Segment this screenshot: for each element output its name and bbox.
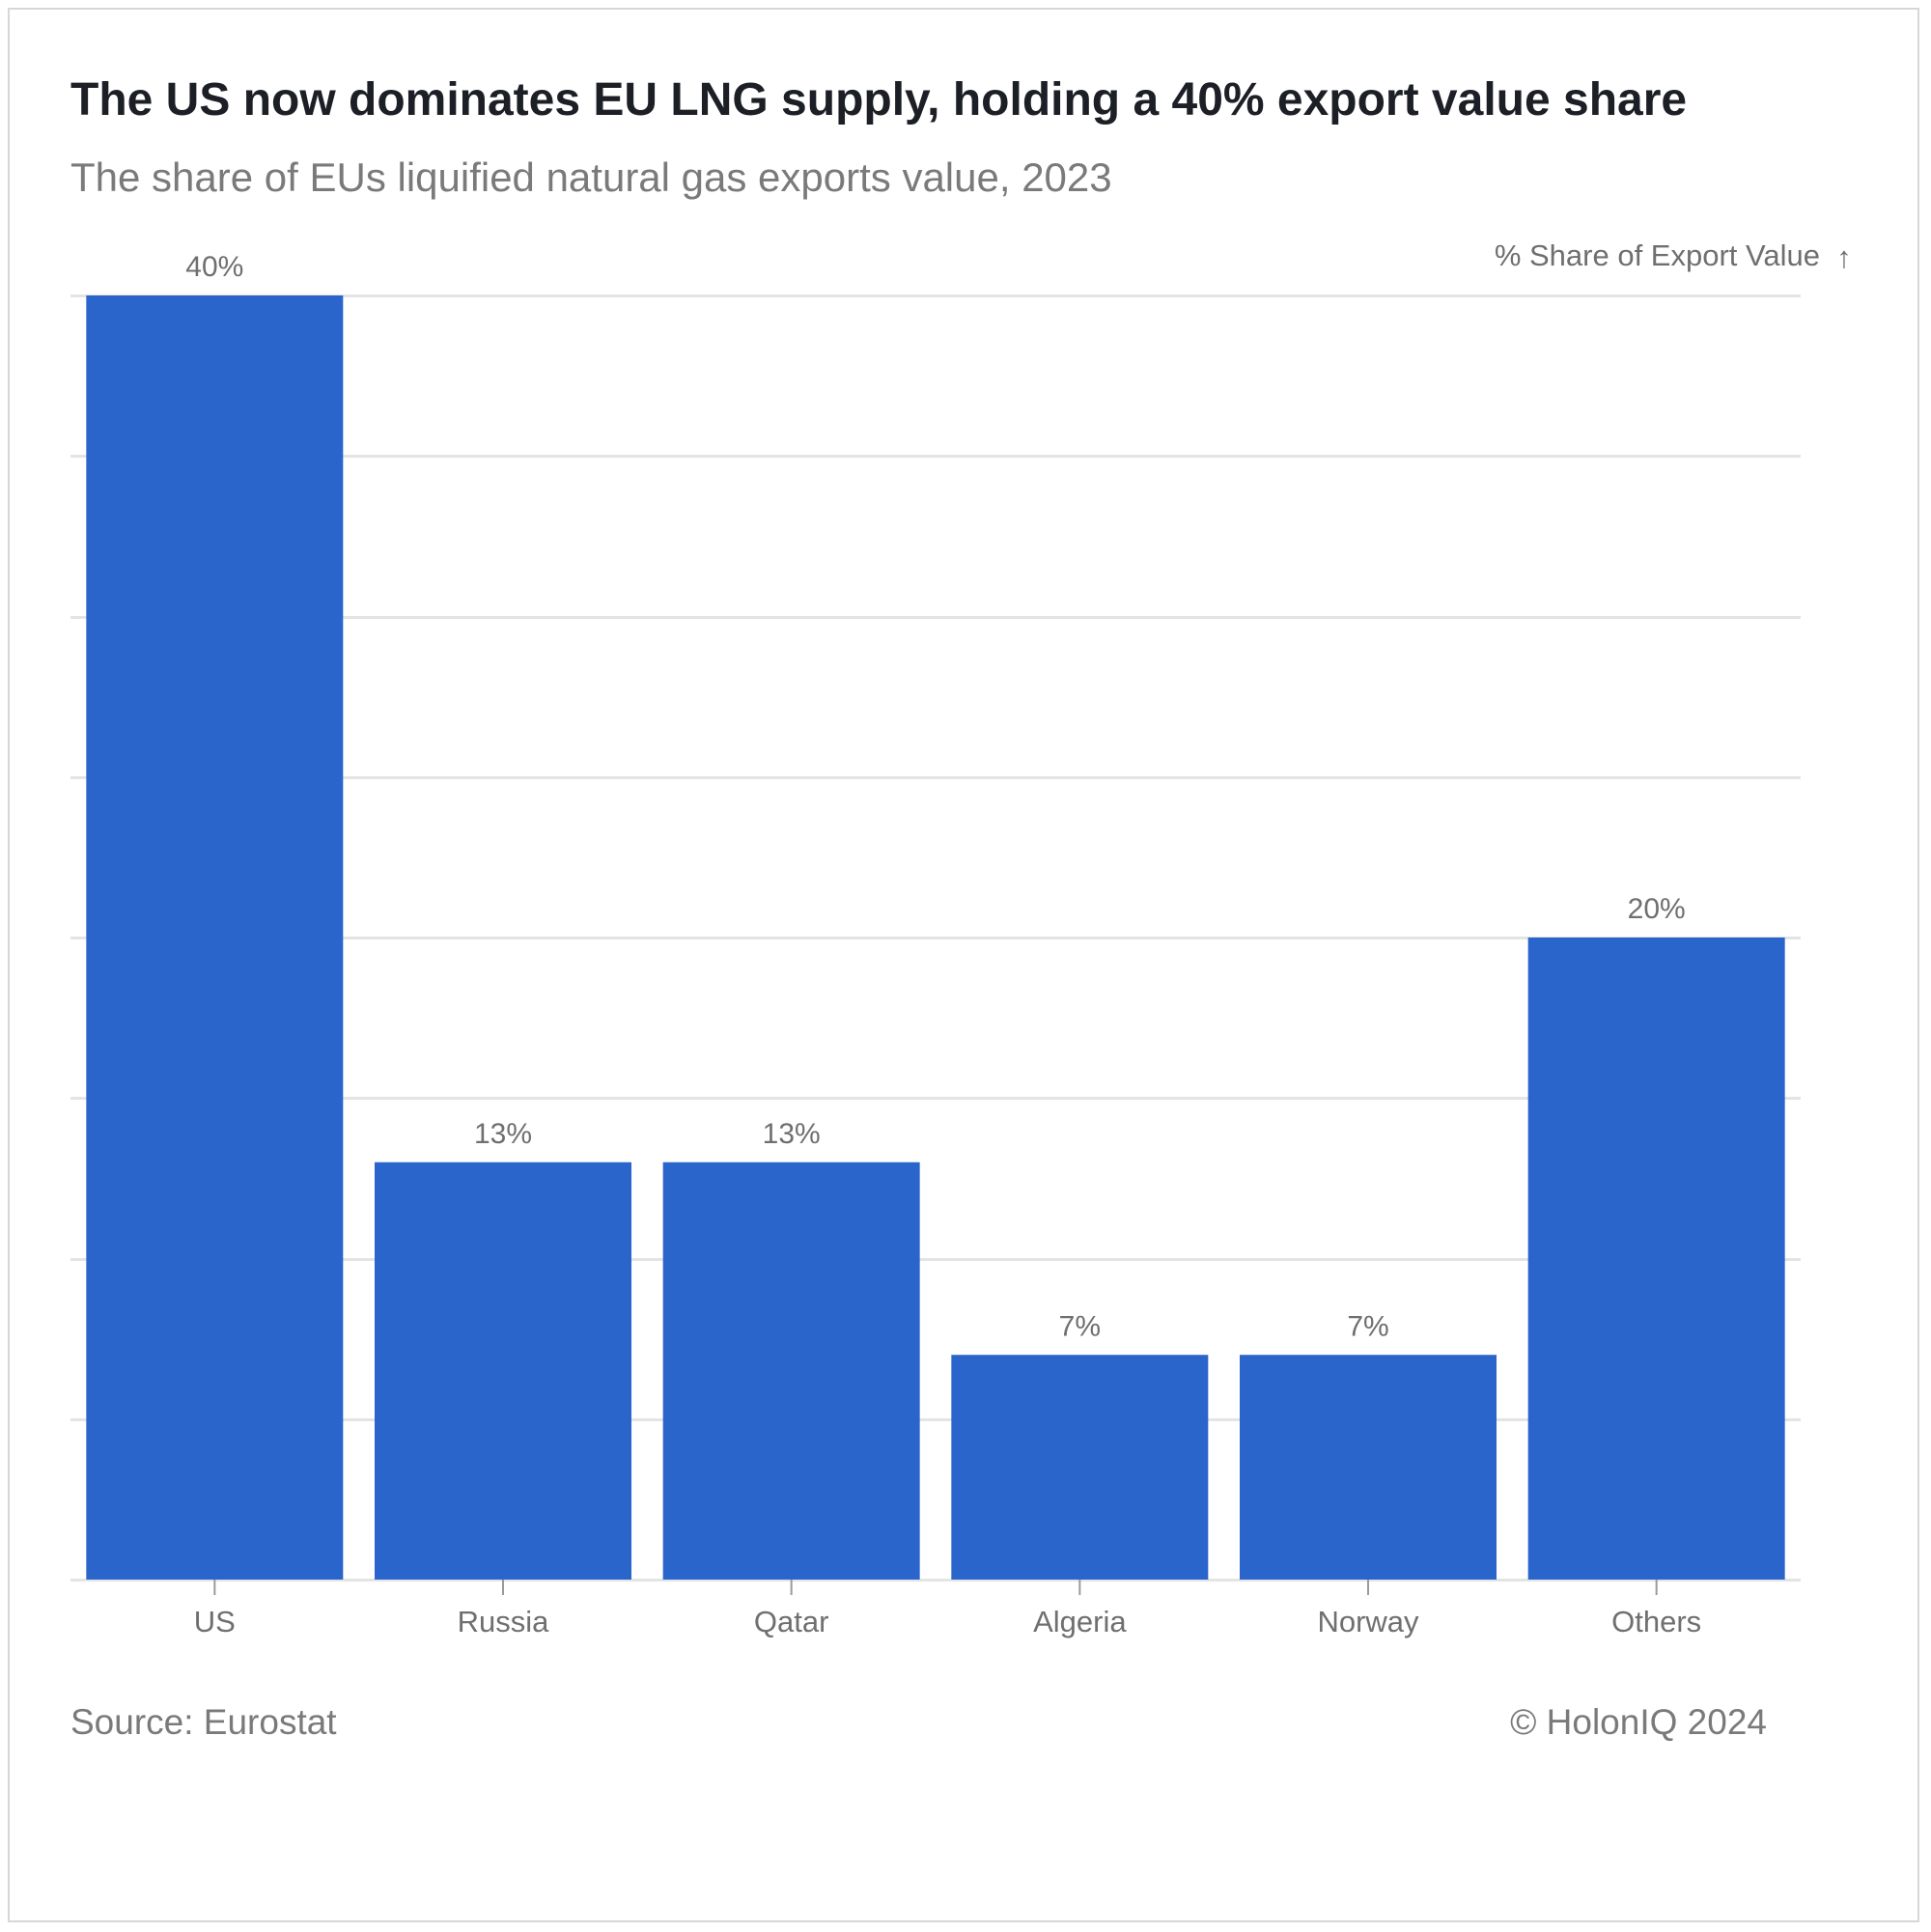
value-label-algeria: 7% <box>1059 1310 1101 1342</box>
bar-qatar[interactable] <box>662 1162 920 1580</box>
x-tick-label-others: Others <box>1611 1605 1701 1638</box>
bars <box>86 295 1785 1580</box>
bar-algeria[interactable] <box>951 1355 1209 1580</box>
bar-others[interactable] <box>1527 938 1785 1580</box>
chart-title: The US now dominates EU LNG supply, hold… <box>70 74 1688 126</box>
x-tick-label-norway: Norway <box>1317 1605 1419 1638</box>
bar-us[interactable] <box>86 295 344 1580</box>
y-axis-title: % Share of Export Value <box>1495 238 1820 272</box>
x-axis: US Russia Qatar Algeria Norway Others <box>194 1580 1701 1638</box>
x-tick-label-algeria: Algeria <box>1033 1605 1127 1638</box>
bar-russia[interactable] <box>375 1162 631 1580</box>
value-label-russia: 13% <box>474 1118 532 1150</box>
value-labels: 40% 13% 13% 7% 7% 20% <box>185 251 1685 1342</box>
value-label-norway: 7% <box>1347 1310 1388 1342</box>
copyright-note: © HolonIQ 2024 <box>1510 1702 1767 1742</box>
chart-subtitle: The share of EUs liquified natural gas e… <box>70 154 1112 200</box>
value-label-others: 20% <box>1628 893 1686 925</box>
source-note: Source: Eurostat <box>70 1702 337 1742</box>
bar-norway[interactable] <box>1240 1355 1497 1580</box>
gridlines <box>70 294 1801 1582</box>
x-tick-label-russia: Russia <box>458 1605 550 1638</box>
value-label-us: 40% <box>185 251 243 283</box>
x-tick-label-us: US <box>194 1605 236 1638</box>
arrow-up-icon: ↑ <box>1836 240 1852 274</box>
value-label-qatar: 13% <box>763 1118 821 1150</box>
x-tick-label-qatar: Qatar <box>754 1605 829 1638</box>
